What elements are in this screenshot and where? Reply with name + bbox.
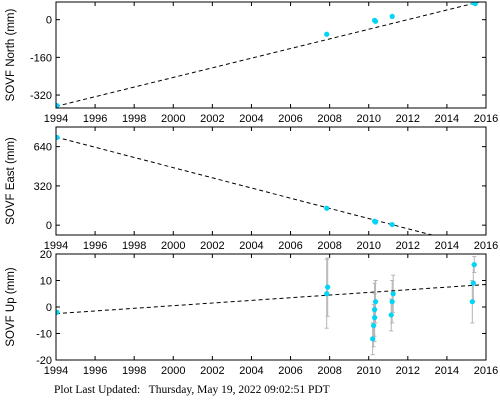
x-tick-label: 2004	[239, 240, 263, 252]
data-point	[372, 18, 379, 24]
data-point	[56, 134, 60, 141]
data-point	[325, 284, 331, 290]
x-tick-label: 2000	[161, 240, 185, 252]
x-tick-label: 1998	[122, 240, 146, 252]
x-tick-label: 2014	[435, 113, 459, 125]
x-tick-label: 1996	[83, 113, 107, 125]
x-tick-label: 2008	[317, 365, 341, 377]
x-tick-label: 1994	[44, 113, 68, 125]
x-tick-label: 2016	[474, 365, 498, 377]
chart-panel-3: 1994 1996 1998 2000 2002 2004 2006 2008 2010 2012…	[5, 249, 498, 377]
data-point	[390, 291, 396, 297]
data-point	[371, 315, 378, 321]
x-tick-label: 1998	[122, 365, 146, 377]
x-tick-label: 2016	[474, 240, 498, 252]
x-tick-label: 2002	[200, 365, 224, 377]
x-tick-label: 1996	[83, 240, 107, 252]
y-tick-label: 20	[40, 249, 52, 261]
x-tick-label: 1998	[122, 113, 146, 125]
y-tick-label: 0	[46, 15, 52, 27]
x-tick-label: 2006	[278, 240, 302, 252]
y-tick-label: 0	[46, 220, 52, 232]
plot-frame	[55, 253, 487, 361]
trend-line	[56, 283, 486, 315]
x-tick-label: 2006	[278, 113, 302, 125]
trend-line	[56, 2, 482, 107]
y-axis-label: SOVF East (mm)	[5, 137, 17, 225]
last-updated-footer: Plot Last Updated: Thursday, May 19, 202…	[54, 384, 330, 396]
x-tick-label: 2012	[396, 365, 420, 377]
x-tick-label: 2006	[278, 365, 302, 377]
y-tick-label: -10	[36, 329, 52, 341]
x-tick-label: 2008	[317, 113, 341, 125]
last-updated-timestamp: Thursday, May 19, 2022 09:02:51 PDT	[148, 384, 330, 396]
x-tick-label: 2012	[396, 113, 420, 125]
x-tick-label: 2002	[200, 113, 224, 125]
trend-line	[56, 136, 434, 235]
chart-panel-1: 1994 1996 1998 2000 2002 2004 2006 2008 2010 2012…	[5, 1, 498, 125]
data-point	[469, 299, 475, 305]
y-tick-label: 640	[34, 142, 52, 154]
y-tick-label: -20	[36, 355, 52, 367]
x-tick-label: 2000	[161, 113, 185, 125]
x-tick-label: 1996	[83, 365, 107, 377]
y-tick-label: 0	[46, 302, 52, 314]
x-tick-label: 2010	[356, 113, 380, 125]
data-point	[470, 280, 476, 286]
x-tick-label: 2014	[435, 240, 459, 252]
data-point	[372, 299, 379, 305]
x-tick-label: 2012	[396, 240, 420, 252]
plot-frame	[55, 126, 487, 236]
data-point	[56, 309, 60, 315]
data-point	[371, 307, 378, 313]
x-tick-label: 2010	[356, 240, 380, 252]
x-tick-label: 2000	[161, 365, 185, 377]
x-tick-label: 2010	[356, 365, 380, 377]
x-tick-label: 2004	[239, 113, 263, 125]
data-point	[324, 291, 330, 297]
data-point	[372, 219, 379, 225]
last-updated-label: Plot Last Updated:	[54, 384, 141, 396]
x-tick-label: 2016	[474, 113, 498, 125]
x-tick-label: 2014	[435, 365, 459, 377]
y-tick-label: -160	[30, 52, 52, 64]
y-axis-label: SOVF North (mm)	[5, 9, 17, 102]
x-tick-label: 1994	[44, 365, 68, 377]
y-tick-label: -320	[30, 90, 52, 102]
data-point	[389, 299, 395, 305]
x-tick-label: 1994	[44, 240, 68, 252]
data-point	[471, 262, 477, 268]
y-axis-label: SOVF Up (mm)	[5, 267, 17, 346]
data-point	[389, 13, 395, 19]
plot-frame	[55, 1, 487, 109]
data-point	[371, 322, 377, 329]
y-tick-label: 10	[40, 276, 52, 288]
x-tick-label: 2004	[239, 365, 263, 377]
data-point	[56, 103, 60, 108]
data-point	[389, 221, 395, 228]
data-point	[370, 336, 376, 342]
data-point	[388, 312, 394, 318]
x-tick-label: 2008	[317, 240, 341, 252]
x-tick-label: 2002	[200, 240, 224, 252]
data-point	[472, 2, 478, 7]
chart-panel-2: 1994 1996 1998 2000 2002 2004 2006 2008 2010 2012…	[5, 126, 498, 252]
y-tick-label: 320	[34, 181, 52, 193]
data-point	[324, 205, 330, 211]
data-point	[324, 31, 330, 37]
